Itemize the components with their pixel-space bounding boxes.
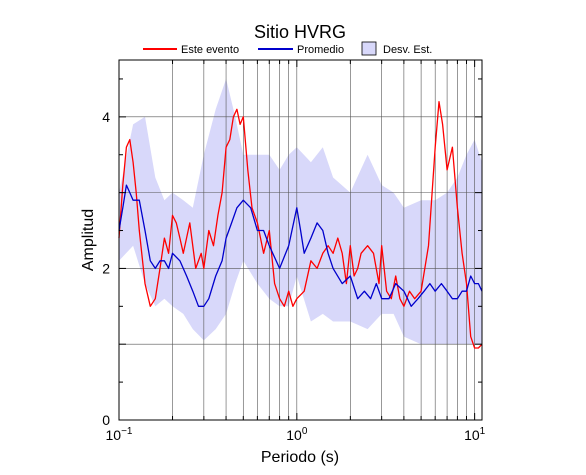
y-tick-label: 0 — [102, 412, 110, 428]
x-tick-label: 10−1 — [106, 426, 133, 443]
grid — [119, 60, 482, 420]
y-tick-label: 4 — [102, 109, 110, 125]
legend-swatch-desv-est — [361, 41, 377, 56]
series-promedio — [118, 184, 483, 307]
legend-label-desv-est: Desv. Est. — [383, 44, 432, 56]
legend-label-este-evento: Este evento — [181, 44, 239, 56]
std-dev-band-layer — [119, 78, 482, 345]
std-dev-band — [119, 78, 482, 345]
series-layer — [118, 101, 483, 349]
y-tick-label: 2 — [102, 260, 110, 276]
chart-title: Sitio HVRG — [254, 22, 346, 42]
plot-frame — [118, 59, 483, 421]
x-tick-label: 100 — [286, 426, 308, 443]
x-tick-label: 101 — [464, 426, 486, 443]
x-axis-label: Periodo (s) — [261, 449, 339, 466]
y-axis-label: Amplitud — [80, 209, 97, 271]
legend-label-promedio: Promedio — [297, 44, 344, 56]
legend: Este evento Promedio Desv. Est. — [143, 41, 432, 56]
series-este-evento — [118, 101, 483, 349]
axis-ticks: 10−1 100 101 0 2 4 — [102, 60, 486, 443]
